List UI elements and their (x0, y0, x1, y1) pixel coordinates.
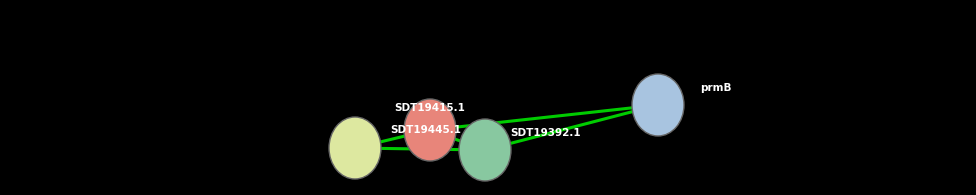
Ellipse shape (404, 99, 456, 161)
Text: SDT19392.1: SDT19392.1 (510, 128, 581, 138)
Ellipse shape (632, 74, 684, 136)
Text: SDT19445.1: SDT19445.1 (390, 125, 461, 135)
Text: prmB: prmB (700, 83, 731, 93)
Text: SDT19415.1: SDT19415.1 (394, 103, 466, 113)
Ellipse shape (459, 119, 511, 181)
Ellipse shape (329, 117, 381, 179)
